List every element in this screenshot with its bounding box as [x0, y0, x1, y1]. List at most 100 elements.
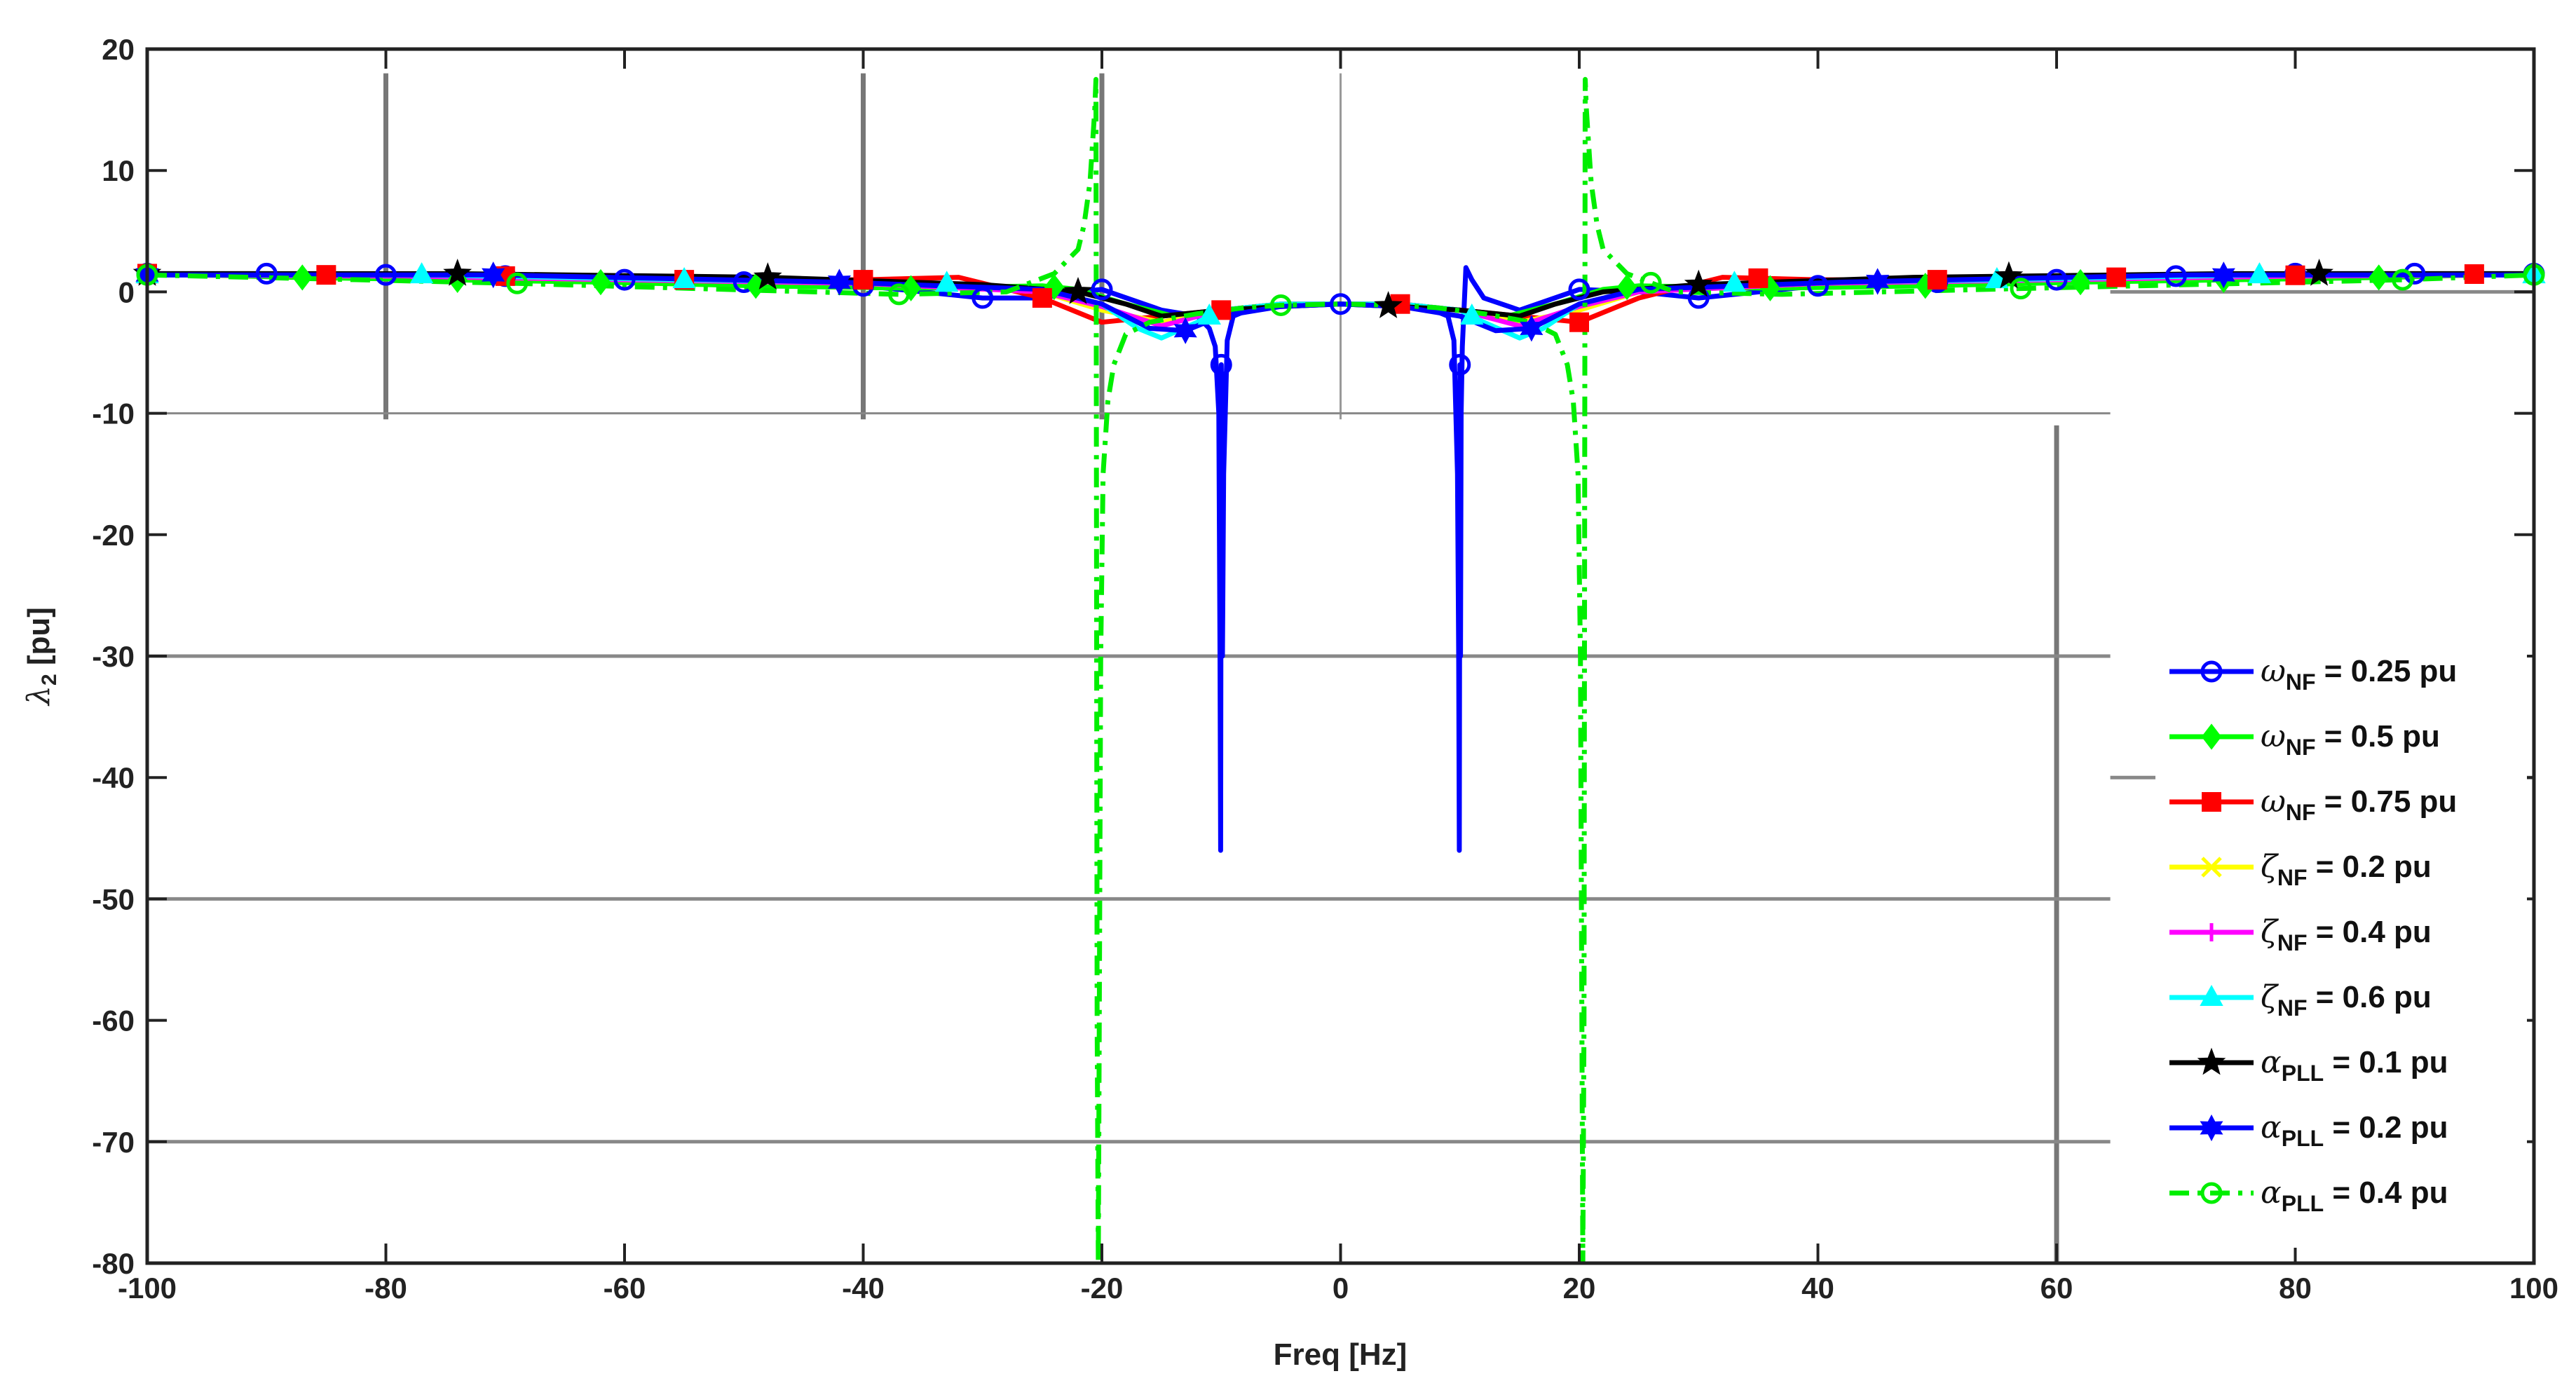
axis-ticks	[146, 48, 2535, 1265]
legend-label-1: ωNF = 0.5 pu	[2261, 718, 2440, 760]
legend-label-4: ζNF = 0.4 pu	[2261, 914, 2432, 955]
legend-marker-8	[2200, 1182, 2223, 1204]
legend-label-symbol-2: ω	[2261, 784, 2286, 819]
x-tick-label-0: -100	[118, 1272, 177, 1305]
series-6-marker-6	[1994, 261, 2024, 289]
series-0-marker-11	[1449, 353, 1471, 376]
series-2-marker-8	[1569, 312, 1589, 332]
series-6-marker-2	[753, 262, 782, 289]
legend-label-2: ωNF = 0.75 pu	[2261, 784, 2457, 825]
legend-label-rest-8: = 0.4 pu	[2324, 1176, 2448, 1210]
series-1-marker-7	[1616, 273, 1637, 301]
legend-label-sub-6: PLL	[2282, 1061, 2324, 1086]
series-6-marker-1	[443, 258, 472, 286]
series-1-marker-1	[292, 264, 313, 291]
legend-label-sub-4: NF	[2277, 930, 2308, 955]
series-8-marker-1	[506, 272, 529, 294]
legend-label-symbol-7: α	[2261, 1110, 2282, 1145]
legend-label-rest-5: = 0.6 pu	[2308, 980, 2432, 1014]
x-tick-label-3: -40	[842, 1272, 885, 1305]
y-axis-label: λ2 [pu]	[21, 607, 61, 707]
legend-marker-7	[2200, 1114, 2223, 1142]
series-8-marker-5	[2010, 278, 2032, 300]
legend-label-symbol-8: α	[2261, 1175, 2282, 1211]
series-5-marker-8	[2247, 262, 2272, 284]
x-tick-label-5: 0	[1333, 1272, 1349, 1305]
series-5-marker-2	[672, 267, 696, 289]
legend-label-rest-0: = 0.25 pu	[2316, 654, 2458, 688]
legend-label-symbol-3: ζ	[2261, 849, 2279, 885]
legend-label-3: ζNF = 0.2 pu	[2261, 849, 2432, 890]
x-tick-label-4: -20	[1081, 1272, 1124, 1305]
series-8-marker-2	[888, 283, 911, 306]
legend-label-7: αPLL = 0.2 pu	[2261, 1110, 2448, 1151]
legend-label-sub-8: PLL	[2282, 1191, 2324, 1216]
y-axis-label-sub: 2	[38, 674, 61, 686]
series-line-8	[147, 76, 2534, 1263]
y-tick-label-9: -70	[92, 1126, 135, 1159]
series-7-marker-2	[827, 268, 851, 296]
legend-label-symbol-0: ω	[2261, 653, 2286, 689]
series-1-marker-12	[2369, 264, 2389, 291]
legend-label-5: ζNF = 0.6 pu	[2261, 979, 2432, 1021]
y-tick-label-0: 20	[102, 33, 135, 66]
x-tick-label-1: -80	[364, 1272, 407, 1305]
legend-label-sub-2: NF	[2286, 800, 2316, 825]
tick-labels: -100 -80 -60 -40 -20 0 20 40 60 80 10020100-10-20-…	[92, 33, 2558, 1305]
legend-label-sub-1: NF	[2286, 735, 2316, 760]
y-tick-label-4: -20	[92, 519, 135, 552]
series-5-marker-5	[1460, 303, 1484, 325]
y-axis-label-unit: [pu]	[22, 607, 56, 674]
legend-label-sub-0: NF	[2286, 669, 2316, 695]
legend-marker-4	[2202, 923, 2221, 941]
legend-label-sub-7: PLL	[2282, 1126, 2324, 1151]
legend-label-rest-7: = 0.2 pu	[2324, 1110, 2448, 1145]
series-0-marker-19	[2404, 262, 2426, 285]
y-tick-label-7: -50	[92, 883, 135, 915]
series-1-marker-3	[590, 268, 611, 296]
series-2-marker-10	[1927, 270, 1947, 290]
series-6-marker-7	[2305, 258, 2333, 286]
legend-label-8: αPLL = 0.4 pu	[2261, 1175, 2448, 1216]
y-axis-label-symbol: λ	[21, 686, 57, 707]
series-0-marker-9	[1210, 353, 1232, 376]
legend-label-0: ωNF = 0.25 pu	[2261, 653, 2457, 695]
legend-label-symbol-1: ω	[2261, 718, 2286, 754]
series-7-marker-3	[1173, 317, 1197, 344]
legend-label-rest-3: = 0.2 pu	[2308, 850, 2432, 884]
series-2-marker-11	[2106, 267, 2127, 287]
x-tick-label-7: 40	[1801, 1272, 1834, 1305]
series-0-marker-1	[255, 262, 278, 285]
legend-marker-5	[2200, 984, 2223, 1006]
legend-marker-0	[2200, 660, 2223, 683]
series-2-marker-13	[2464, 264, 2484, 284]
series-0-marker-7	[972, 287, 994, 309]
series-2-marker-12	[2285, 265, 2305, 285]
y-tick-label-10: -80	[92, 1247, 135, 1280]
y-tick-label-5: -30	[92, 640, 135, 673]
marker-group	[132, 258, 2546, 376]
legend-label-rest-4: = 0.4 pu	[2308, 915, 2432, 949]
series-0-marker-17	[2165, 265, 2187, 287]
y-tick-label-2: 0	[118, 275, 135, 308]
legend-label-rest-2: = 0.75 pu	[2316, 784, 2458, 819]
legend-label-symbol-5: ζ	[2261, 979, 2279, 1015]
y-tick-label-1: 10	[102, 154, 135, 187]
x-tick-label-9: 80	[2279, 1272, 2312, 1305]
series-2-marker-5	[1032, 288, 1052, 308]
series-6-marker-4	[1374, 291, 1403, 318]
series-7-marker-1	[482, 261, 505, 289]
x-axis-label: Freq [Hz]	[1274, 1337, 1408, 1372]
series-0-marker-14	[1807, 275, 1829, 297]
series-8-marker-6	[2392, 268, 2414, 291]
series-0-marker-10	[1330, 293, 1351, 315]
series-8-marker-4	[1640, 271, 1662, 294]
legend-label-symbol-6: α	[2261, 1044, 2282, 1080]
x-tick-label-8: 60	[2040, 1272, 2073, 1305]
legend-label-rest-1: = 0.5 pu	[2316, 719, 2440, 754]
series-0-marker-4	[613, 268, 636, 291]
legend-marker-6	[2197, 1047, 2226, 1075]
series-2-marker-1	[316, 265, 336, 285]
x-tick-label-10: 100	[2509, 1272, 2558, 1305]
